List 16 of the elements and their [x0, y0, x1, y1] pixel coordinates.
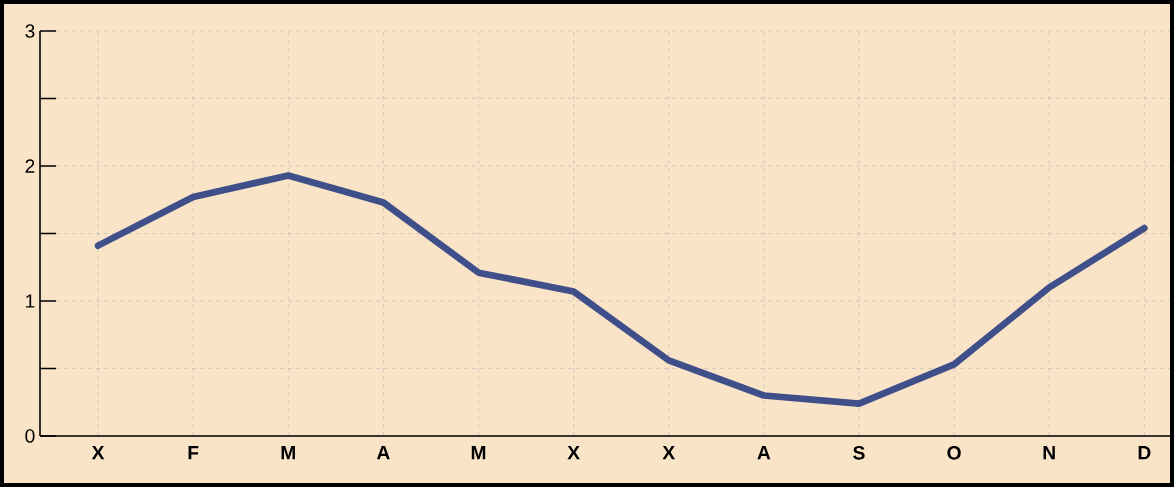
y-tick-label: 3 — [25, 24, 35, 38]
x-tick-label: O — [947, 446, 961, 460]
x-tick-label: X — [567, 446, 580, 460]
x-tick-label: A — [376, 446, 390, 460]
y-tick-label: 2 — [25, 159, 35, 173]
y-tick-label: 1 — [26, 294, 35, 308]
x-tick-label: N — [1043, 446, 1055, 460]
x-tick-label: F — [188, 446, 199, 460]
x-tick-label: X — [662, 446, 675, 460]
x-tick-label: M — [281, 446, 295, 460]
x-tick-label: M — [471, 446, 486, 460]
y-tick-label: 0 — [25, 429, 35, 443]
x-tick-label: S — [853, 446, 865, 460]
x-tick-label: X — [91, 446, 105, 460]
x-tick-label: D — [1138, 446, 1151, 460]
x-tick-label: A — [757, 446, 771, 460]
